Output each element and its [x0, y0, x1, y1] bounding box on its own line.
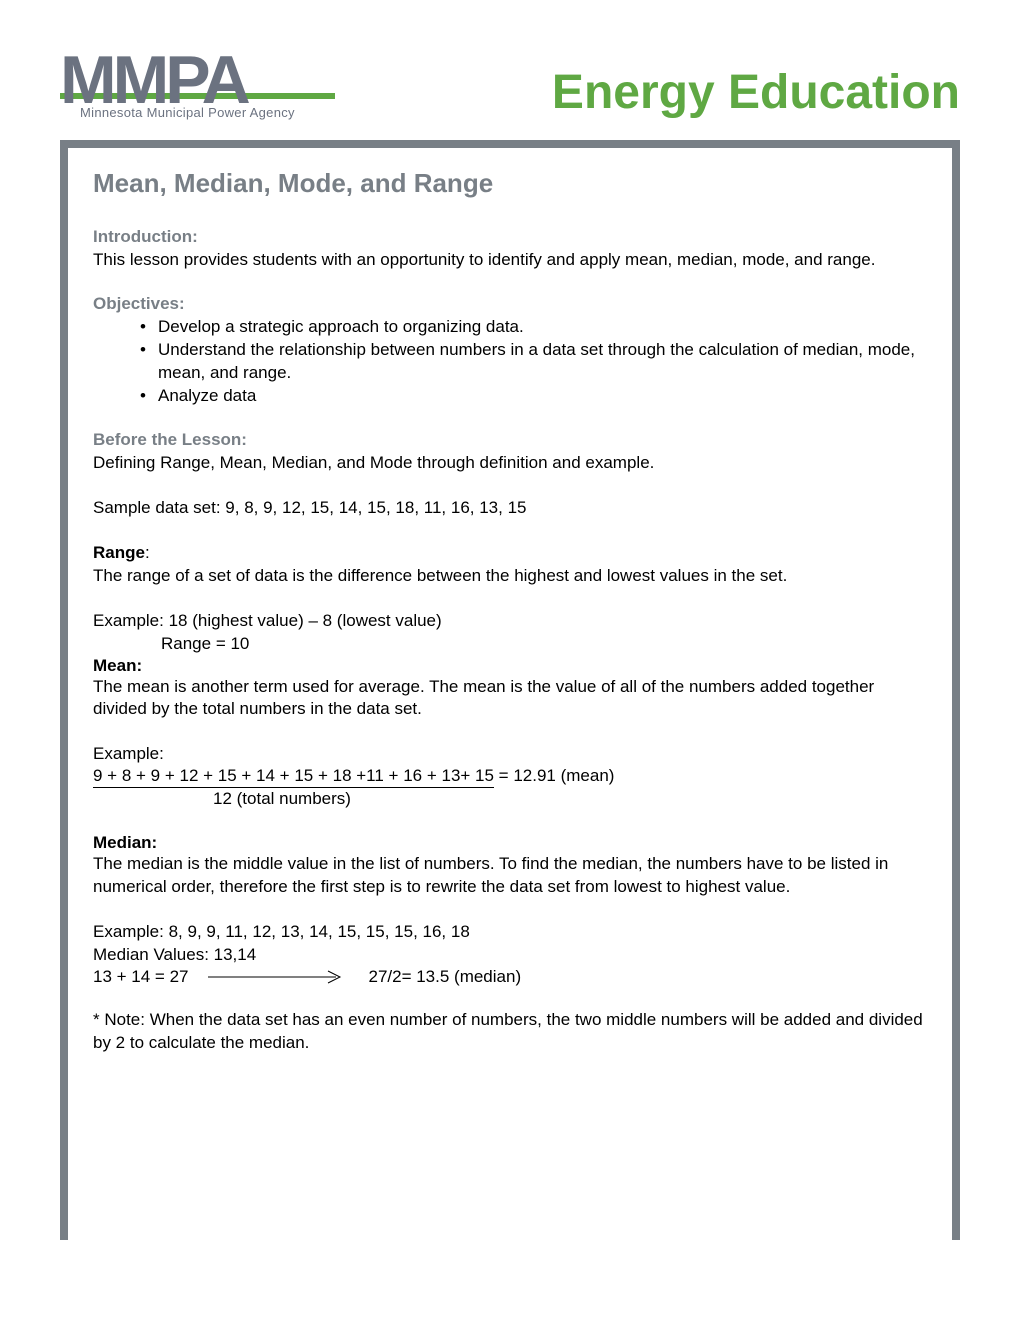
- range-colon: :: [145, 543, 150, 562]
- mean-result: = 12.91 (mean): [494, 766, 615, 785]
- median-text: The median is the middle value in the li…: [93, 853, 927, 899]
- objectives-list: Develop a strategic approach to organizi…: [93, 316, 927, 408]
- mean-numerator: 9 + 8 + 9 + 12 + 15 + 14 + 15 + 18 +11 +…: [93, 766, 494, 788]
- range-example: Example: 18 (highest value) – 8 (lowest …: [93, 610, 927, 656]
- mean-denominator: 12 (total numbers): [93, 788, 927, 811]
- document-page: MMPA Minnesota Municipal Power Agency En…: [0, 0, 1020, 1320]
- objectives-label: Objectives:: [93, 294, 927, 314]
- logo-text: MMPA: [60, 50, 335, 111]
- before-text: Defining Range, Mean, Median, and Mode t…: [93, 452, 927, 475]
- header: MMPA Minnesota Municipal Power Agency En…: [60, 50, 960, 120]
- range-example2: Range = 10: [93, 633, 927, 656]
- median-arrow-row: 13 + 14 = 27 27/2= 13.5 (median): [93, 967, 927, 987]
- median-section: Median: The median is the middle value i…: [93, 833, 927, 899]
- logo: MMPA Minnesota Municipal Power Agency: [60, 50, 335, 120]
- median-example-text: Example: 8, 9, 9, 11, 12, 13, 14, 15, 15…: [93, 921, 927, 944]
- content-frame: Mean, Median, Mode, and Range Introducti…: [60, 140, 960, 1240]
- sample-data: Sample data set: 9, 8, 9, 12, 15, 14, 15…: [93, 497, 927, 520]
- list-item: Understand the relationship between numb…: [158, 339, 927, 385]
- range-label: Range: [93, 543, 145, 562]
- intro-label: Introduction:: [93, 227, 927, 247]
- intro-section: Introduction: This lesson provides stude…: [93, 227, 927, 272]
- before-section: Before the Lesson: Defining Range, Mean,…: [93, 430, 927, 475]
- range-section: Range: The range of a set of data is the…: [93, 542, 927, 588]
- mean-calculation: 9 + 8 + 9 + 12 + 15 + 14 + 15 + 18 +11 +…: [93, 766, 927, 788]
- mean-section: Mean: The mean is another term used for …: [93, 656, 927, 722]
- median-example: Example: 8, 9, 9, 11, 12, 13, 14, 15, 15…: [93, 921, 927, 987]
- median-sum: 13 + 14 = 27: [93, 967, 188, 987]
- page-title: Energy Education: [552, 50, 960, 120]
- range-text: The range of a set of data is the differ…: [93, 565, 927, 588]
- mean-text: The mean is another term used for averag…: [93, 676, 927, 722]
- list-item: Develop a strategic approach to organizi…: [158, 316, 927, 339]
- intro-text: This lesson provides students with an op…: [93, 249, 927, 272]
- mean-label: Mean:: [93, 656, 927, 676]
- median-label: Median:: [93, 833, 927, 853]
- arrow-icon: [208, 968, 348, 986]
- range-example1: Example: 18 (highest value) – 8 (lowest …: [93, 610, 927, 633]
- mean-example: Example: 9 + 8 + 9 + 12 + 15 + 14 + 15 +…: [93, 743, 927, 811]
- sample-data-text: Sample data set: 9, 8, 9, 12, 15, 14, 15…: [93, 497, 927, 520]
- objectives-section: Objectives: Develop a strategic approach…: [93, 294, 927, 408]
- median-note: * Note: When the data set has an even nu…: [93, 1009, 927, 1055]
- list-item: Analyze data: [158, 385, 927, 408]
- section-title: Mean, Median, Mode, and Range: [93, 168, 927, 199]
- before-label: Before the Lesson:: [93, 430, 927, 450]
- median-values: Median Values: 13,14: [93, 944, 927, 967]
- median-result: 27/2= 13.5 (median): [368, 967, 521, 987]
- mean-example-label: Example:: [93, 743, 927, 766]
